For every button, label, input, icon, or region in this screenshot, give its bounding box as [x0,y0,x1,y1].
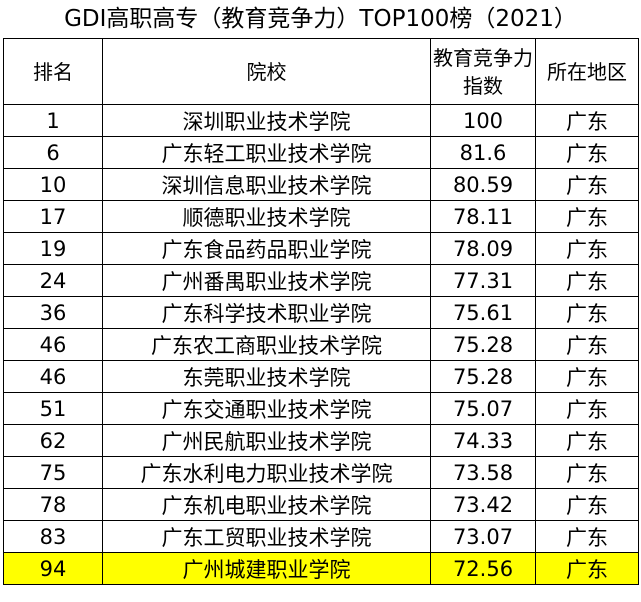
table-row: 24 广州番禺职业技术学院 77.31 广东 [3,264,639,297]
rank-cell: 83 [3,520,103,553]
rank-cell: 36 [3,296,103,329]
rank-cell: 94 [3,552,103,585]
index-cell: 100 [430,104,536,137]
rank-cell: 62 [3,424,103,457]
table-row: 75 广东水利电力职业技术学院 73.58 广东 [3,456,639,489]
region-cell: 广东 [535,104,639,137]
region-cell: 广东 [535,200,639,233]
school-cell: 广州番禺职业技术学院 [102,264,431,297]
school-cell: 广东轻工职业技术学院 [102,136,431,169]
region-cell: 广东 [535,520,639,553]
rank-cell: 19 [3,232,103,265]
rank-cell: 75 [3,456,103,489]
region-cell: 广东 [535,136,639,169]
index-cell: 80.59 [430,168,536,201]
region-cell: 广东 [535,552,639,585]
rank-cell: 46 [3,328,103,361]
rank-cell: 10 [3,168,103,201]
table-row: 83 广东工贸职业技术学院 73.07 广东 [3,520,639,553]
table-row: 46 东莞职业技术学院 75.28 广东 [3,360,639,393]
header-school: 院校 [102,38,431,105]
region-cell: 广东 [535,232,639,265]
school-cell: 广东水利电力职业技术学院 [102,456,431,489]
index-cell: 72.56 [430,552,536,585]
header-rank: 排名 [3,38,103,105]
region-cell: 广东 [535,296,639,329]
table-row: 10 深圳信息职业技术学院 80.59 广东 [3,168,639,201]
region-cell: 广东 [535,328,639,361]
rank-cell: 1 [3,104,103,137]
table-row: 6 广东轻工职业技术学院 81.6 广东 [3,136,639,169]
rank-cell: 78 [3,488,103,521]
index-cell: 73.07 [430,520,536,553]
table-row: 51 广东交通职业技术学院 75.07 广东 [3,392,639,425]
school-cell: 广州城建职业学院 [102,552,431,585]
index-cell: 73.58 [430,456,536,489]
index-cell: 75.28 [430,360,536,393]
index-cell: 77.31 [430,264,536,297]
index-cell: 75.61 [430,296,536,329]
index-cell: 74.33 [430,424,536,457]
rank-cell: 51 [3,392,103,425]
index-cell: 81.6 [430,136,536,169]
school-cell: 深圳信息职业技术学院 [102,168,431,201]
index-cell: 73.42 [430,488,536,521]
school-cell: 广东农工商职业技术学院 [102,328,431,361]
table-row: 17 顺德职业技术学院 78.11 广东 [3,200,639,233]
ranking-table: 排名 院校 教育竞争力指数 所在地区 1 深圳职业技术学院 100 广东 6 广东轻工职业… [3,38,639,585]
index-cell: 78.11 [430,200,536,233]
school-cell: 顺德职业技术学院 [102,200,431,233]
rank-cell: 46 [3,360,103,393]
header-region: 所在地区 [535,38,639,105]
table-row: 94 广州城建职业学院 72.56 广东 [3,552,639,585]
school-cell: 广东交通职业技术学院 [102,392,431,425]
index-cell: 78.09 [430,232,536,265]
school-cell: 广州民航职业技术学院 [102,424,431,457]
region-cell: 广东 [535,264,639,297]
header-index: 教育竞争力指数 [430,38,536,105]
school-cell: 广东食品药品职业学院 [102,232,431,265]
table-row: 46 广东农工商职业技术学院 75.28 广东 [3,328,639,361]
table-row: 62 广州民航职业技术学院 74.33 广东 [3,424,639,457]
rank-cell: 24 [3,264,103,297]
school-cell: 广东机电职业技术学院 [102,488,431,521]
region-cell: 广东 [535,360,639,393]
header-row: 排名 院校 教育竞争力指数 所在地区 [3,38,639,105]
region-cell: 广东 [535,456,639,489]
rank-cell: 17 [3,200,103,233]
region-cell: 广东 [535,392,639,425]
table-row: 19 广东食品药品职业学院 78.09 广东 [3,232,639,265]
region-cell: 广东 [535,168,639,201]
region-cell: 广东 [535,488,639,521]
rank-cell: 6 [3,136,103,169]
table-row: 1 深圳职业技术学院 100 广东 [3,104,639,137]
region-cell: 广东 [535,424,639,457]
page-title: GDI高职高专（教育竞争力）TOP100榜（2021） [64,6,577,32]
index-cell: 75.28 [430,328,536,361]
school-cell: 广东科学技术职业学院 [102,296,431,329]
index-cell: 75.07 [430,392,536,425]
school-cell: 东莞职业技术学院 [102,360,431,393]
school-cell: 广东工贸职业技术学院 [102,520,431,553]
school-cell: 深圳职业技术学院 [102,104,431,137]
table-row: 36 广东科学技术职业学院 75.61 广东 [3,296,639,329]
table-row: 78 广东机电职业技术学院 73.42 广东 [3,488,639,521]
table-body: 1 深圳职业技术学院 100 广东 6 广东轻工职业技术学院 81.6 广东 10 深圳信息职业技… [3,104,639,585]
